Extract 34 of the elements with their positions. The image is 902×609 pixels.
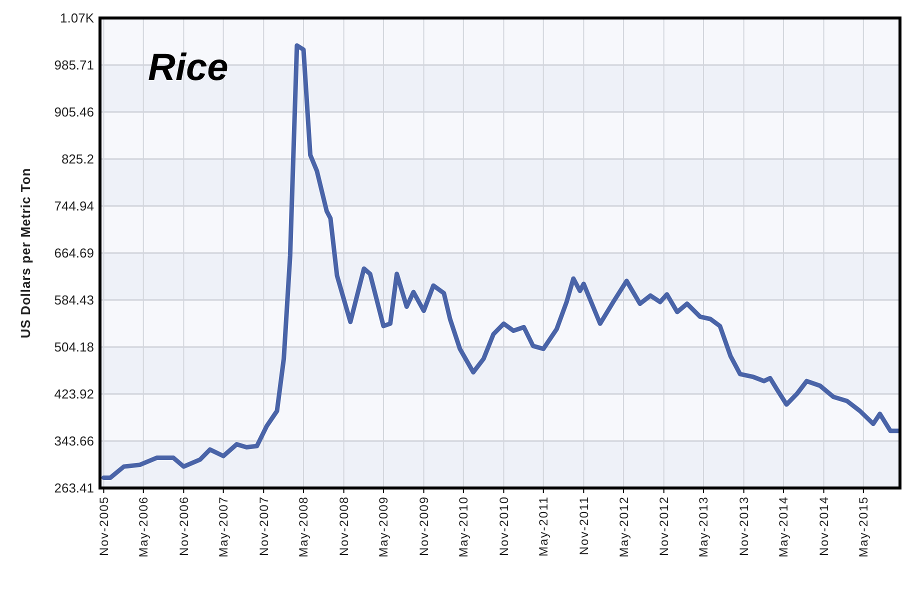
- line-series: [101, 43, 902, 480]
- x-tick-label: May-2007: [216, 496, 231, 558]
- x-tick-label: Nov-2007: [256, 496, 271, 556]
- x-tick-label: May-2008: [296, 496, 311, 558]
- x-tick-label: May-2012: [616, 496, 631, 558]
- x-tick-label: Nov-2005: [96, 496, 111, 556]
- x-tick-label: May-2009: [376, 496, 391, 558]
- y-tick-label: 584.43: [54, 292, 94, 308]
- x-tick-label: Nov-2011: [576, 496, 591, 556]
- y-tick-label: 263.41: [54, 480, 94, 496]
- y-tick-label: 504.18: [54, 340, 94, 355]
- x-tick-label: May-2014: [776, 496, 791, 558]
- x-tick-label: Nov-2006: [176, 496, 191, 556]
- y-tick-label: 825.2: [61, 152, 94, 167]
- text: Rice: [148, 47, 228, 89]
- x-tick-label: Nov-2009: [416, 496, 431, 556]
- x-tick-label: May-2010: [456, 496, 471, 558]
- x-tick-label: May-2006: [136, 496, 151, 558]
- y-tick-label: 343.66: [54, 434, 94, 449]
- y-axis-title: US Dollars per Metric Ton: [18, 168, 33, 338]
- x-tick-label: May-2015: [856, 496, 871, 558]
- y-tick-label: 1.07K: [60, 10, 94, 26]
- y-tick-label: 664.69: [54, 246, 94, 261]
- x-tick-label: Nov-2010: [496, 496, 511, 556]
- x-tick-label: May-2013: [696, 496, 711, 558]
- y-tick-label: 905.46: [54, 104, 94, 120]
- y-tick-label: 744.94: [54, 198, 94, 214]
- x-tick-label: Nov-2013: [737, 496, 752, 556]
- y-tick-label: 985.71: [54, 58, 94, 73]
- x-tick-label: May-2011: [536, 496, 551, 556]
- x-tick-label: Nov-2014: [816, 496, 831, 556]
- x-tick-label: Nov-2012: [657, 496, 672, 556]
- y-tick-label: 423.92: [54, 386, 94, 402]
- x-tick-label: Nov-2008: [337, 496, 352, 556]
